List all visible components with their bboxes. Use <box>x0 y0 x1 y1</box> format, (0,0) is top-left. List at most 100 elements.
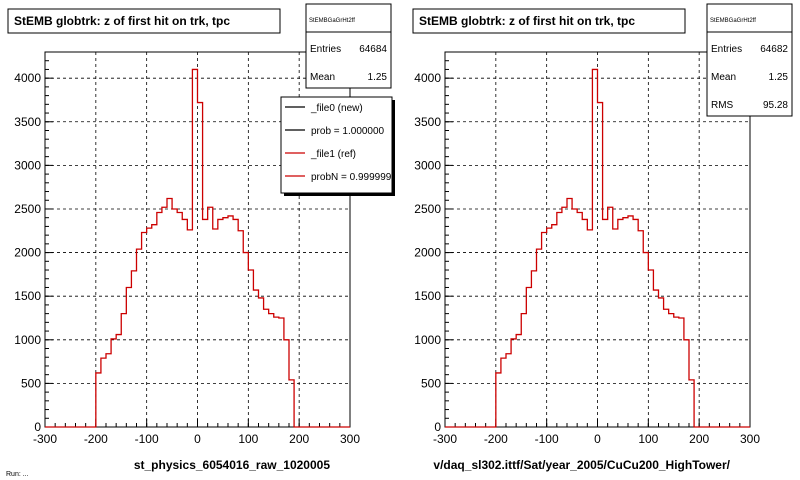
stats-label: Mean <box>711 72 736 83</box>
histogram-bin <box>628 216 633 427</box>
y-tick-label: 1000 <box>14 333 41 347</box>
histogram-bin <box>643 253 648 427</box>
histogram-bin <box>638 231 643 427</box>
x-tick-label: 200 <box>689 432 709 446</box>
histogram-bin <box>279 318 284 427</box>
histogram-bin <box>269 314 274 427</box>
histogram-bin <box>674 317 679 427</box>
histogram-bin <box>137 249 142 427</box>
histogram-bin <box>608 207 613 427</box>
histogram-bin <box>162 207 167 427</box>
histogram-bin <box>172 209 177 427</box>
stats-box <box>305 3 392 89</box>
histogram-bin <box>653 290 658 427</box>
histogram-bin <box>562 207 567 427</box>
histogram-bin <box>689 380 694 427</box>
histogram-bin <box>567 199 572 427</box>
histogram-bin <box>157 212 162 427</box>
x-tick-label: -100 <box>535 432 559 446</box>
histogram-bin <box>198 103 203 427</box>
chart-title: StEMB globtrk: z of first hit on trk, tp… <box>14 14 230 28</box>
histogram-bin <box>213 229 218 427</box>
stats-value: 64682 <box>760 44 788 55</box>
y-tick-label: 3500 <box>14 115 41 129</box>
stats-label: RMS <box>711 100 734 111</box>
panel-left: -300 -200 -100 0 100 200 300050010001500200025… <box>7 3 395 472</box>
stats-value: 1.25 <box>769 72 789 83</box>
histogram-bin <box>598 103 603 427</box>
histogram-bin <box>147 228 152 427</box>
chart-title: StEMB globtrk: z of first hit on trk, tp… <box>419 14 635 28</box>
stats-name: StEMBGaGrHt2ff <box>710 18 756 24</box>
histogram-bin <box>182 219 187 427</box>
histogram-bin <box>106 354 111 427</box>
x-tick-label: -300 <box>33 432 57 446</box>
x-tick-label: 100 <box>238 432 258 446</box>
histogram-bin <box>659 298 664 427</box>
stats-value: 1.25 <box>368 72 388 83</box>
stats-value: 64684 <box>359 44 387 55</box>
histogram-bin <box>228 216 233 427</box>
title-box <box>412 8 686 34</box>
legend-box <box>280 96 393 194</box>
histogram-bin <box>592 69 597 427</box>
histogram-bin <box>274 317 279 427</box>
histogram-bin <box>131 271 136 427</box>
x-tick-label: -200 <box>84 432 108 446</box>
histogram-bin <box>101 358 106 427</box>
histogram-bin <box>501 358 506 427</box>
histogram-bin <box>531 271 536 427</box>
histogram-bin <box>192 69 197 427</box>
histogram-bin <box>111 339 116 427</box>
y-tick-label: 3000 <box>14 158 41 172</box>
histogram-bin <box>511 339 516 427</box>
histogram-bin <box>248 270 253 427</box>
stats-label: Mean <box>310 72 335 83</box>
histogram-bin <box>238 231 243 427</box>
legend-label: probN = 0.999999 <box>311 172 392 183</box>
y-tick-label: 500 <box>421 376 441 390</box>
histogram-bin <box>126 287 131 427</box>
x-tick-label: -300 <box>433 432 457 446</box>
histogram-bin <box>618 219 623 427</box>
histogram-bin <box>623 218 628 427</box>
stats-label: Entries <box>711 44 742 55</box>
histogram-bin <box>167 199 172 427</box>
footer-note: Run: ... <box>6 471 29 478</box>
histogram-bin <box>516 335 521 427</box>
histogram-bin <box>289 380 294 427</box>
histogram-bin <box>684 340 689 427</box>
x-tick-label: -200 <box>484 432 508 446</box>
histogram-bin <box>496 373 501 427</box>
histogram-bin <box>96 373 101 427</box>
histogram-bin <box>542 233 547 427</box>
histogram-bin <box>572 209 577 427</box>
y-tick-label: 500 <box>21 376 41 390</box>
histogram-bin <box>208 207 213 427</box>
y-tick-label: 3000 <box>414 158 441 172</box>
histogram-bin <box>253 290 258 427</box>
y-tick-label: 1500 <box>414 289 441 303</box>
histogram-bin <box>582 219 587 427</box>
histogram-bin <box>177 212 182 427</box>
histogram-bin <box>203 219 208 427</box>
panel-right: -300 -200 -100 0 100 200 300050010001500200025… <box>412 3 793 472</box>
histogram-series-ref <box>445 68 750 428</box>
histogram-bin <box>121 314 126 427</box>
histogram-bin <box>552 225 557 427</box>
x-tick-label: 200 <box>289 432 309 446</box>
histogram-bin <box>142 233 147 427</box>
y-tick-label: 0 <box>434 420 441 434</box>
legend-label: _file0 (new) <box>310 103 363 114</box>
stats-value: 95.28 <box>763 100 788 111</box>
histogram-bin <box>116 335 121 427</box>
x-axis-label: v/daq_sl302.ittf/Sat/year_2005/CuCu200_H… <box>433 458 730 472</box>
histogram-bin <box>603 219 608 427</box>
y-tick-label: 1500 <box>14 289 41 303</box>
y-tick-label: 3500 <box>414 115 441 129</box>
histogram-bin <box>587 230 592 427</box>
stats-box <box>706 3 793 117</box>
histogram-bin <box>669 314 674 427</box>
legend-label: _file1 (ref) <box>310 149 356 160</box>
